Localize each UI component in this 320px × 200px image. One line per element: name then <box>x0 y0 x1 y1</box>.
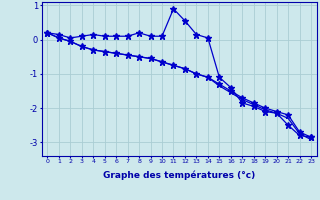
X-axis label: Graphe des températures (°c): Graphe des températures (°c) <box>103 170 255 180</box>
